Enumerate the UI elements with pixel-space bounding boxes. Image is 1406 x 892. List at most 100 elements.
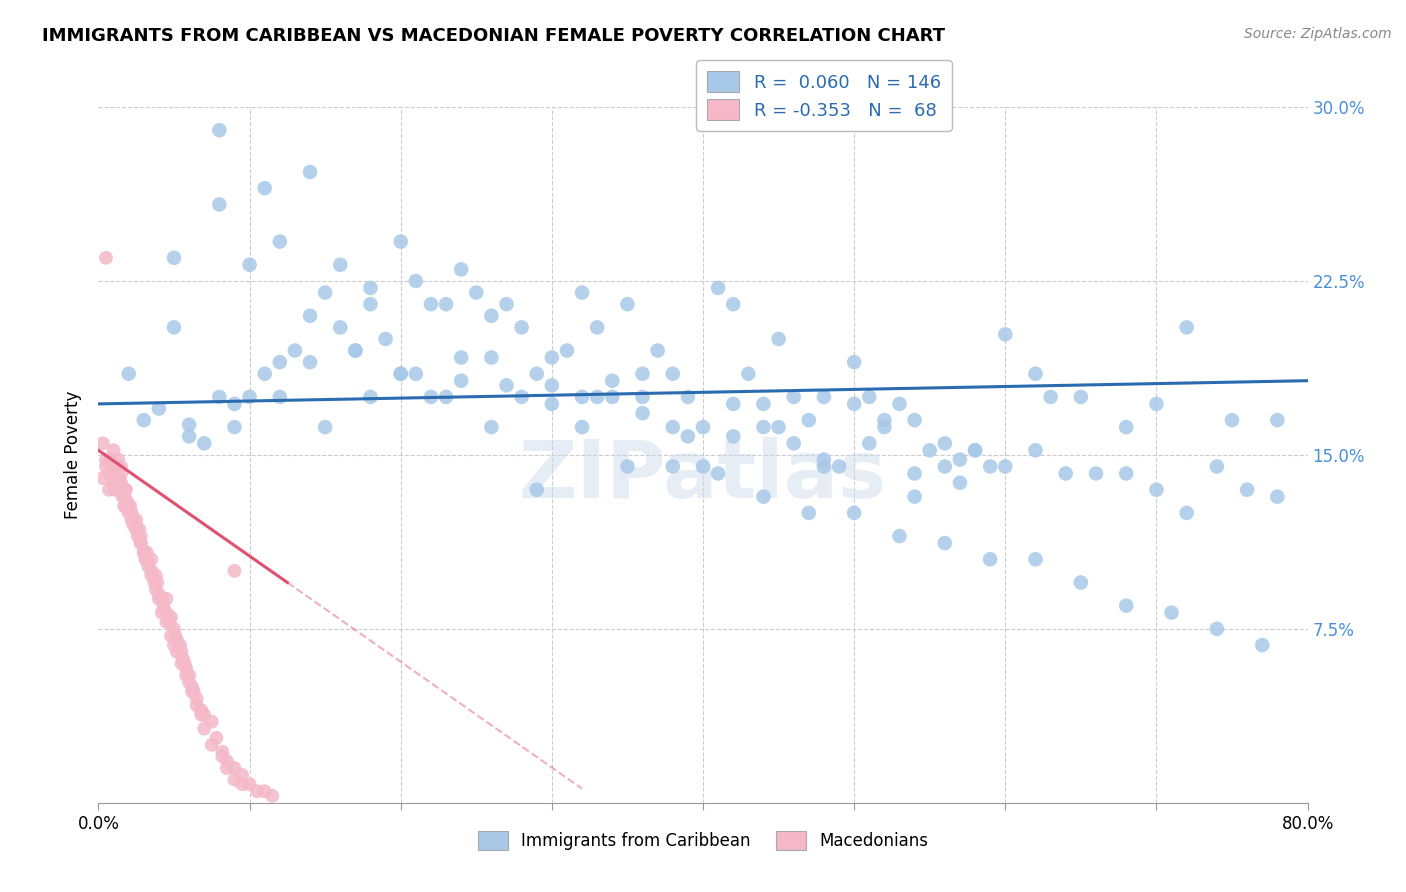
Point <box>269 355 291 369</box>
Point <box>299 309 322 323</box>
Point <box>495 297 517 311</box>
Point <box>159 615 181 629</box>
Point <box>118 506 141 520</box>
Point <box>858 436 880 450</box>
Point <box>107 452 129 467</box>
Point <box>586 320 609 334</box>
Point <box>692 420 714 434</box>
Point <box>1144 483 1167 497</box>
Point <box>299 165 322 179</box>
Point <box>181 684 204 698</box>
Point <box>107 483 129 497</box>
Point <box>481 309 503 323</box>
Point <box>179 675 201 690</box>
Point <box>145 568 167 582</box>
Point <box>918 443 941 458</box>
Point <box>224 772 246 787</box>
Point <box>224 564 246 578</box>
Point <box>215 761 238 775</box>
Point <box>135 545 157 559</box>
Point <box>224 761 246 775</box>
Point <box>129 529 152 543</box>
Point <box>434 297 457 311</box>
Point <box>465 285 488 300</box>
Point <box>160 629 183 643</box>
Point <box>150 591 173 606</box>
Point <box>155 591 177 606</box>
Point <box>405 367 427 381</box>
Point <box>299 355 322 369</box>
Point <box>132 545 155 559</box>
Text: ZIPatlas: ZIPatlas <box>519 437 887 515</box>
Point <box>155 606 177 620</box>
Point <box>934 459 956 474</box>
Point <box>152 599 174 613</box>
Point <box>118 367 141 381</box>
Point <box>828 459 851 474</box>
Point <box>239 390 262 404</box>
Point <box>1206 459 1229 474</box>
Point <box>1024 443 1046 458</box>
Point <box>631 406 654 420</box>
Point <box>602 374 624 388</box>
Point <box>224 397 246 411</box>
Point <box>169 638 191 652</box>
Point <box>136 559 159 574</box>
Point <box>125 522 148 536</box>
Point <box>112 499 135 513</box>
Point <box>1220 413 1243 427</box>
Point <box>540 351 562 365</box>
Point <box>94 459 117 474</box>
Point <box>170 645 193 659</box>
Point <box>163 622 186 636</box>
Point <box>208 123 231 137</box>
Point <box>112 490 135 504</box>
Point <box>125 522 148 536</box>
Point <box>495 378 517 392</box>
Point <box>389 367 412 381</box>
Point <box>420 297 443 311</box>
Point <box>389 235 412 249</box>
Point <box>166 645 188 659</box>
Point <box>616 297 638 311</box>
Point <box>813 390 835 404</box>
Point <box>360 281 382 295</box>
Point <box>889 397 911 411</box>
Point <box>211 745 233 759</box>
Point <box>844 355 866 369</box>
Point <box>165 629 187 643</box>
Point <box>873 420 896 434</box>
Point <box>141 568 163 582</box>
Point <box>94 452 117 467</box>
Point <box>858 390 880 404</box>
Point <box>103 471 125 485</box>
Point <box>450 351 472 365</box>
Point <box>360 390 382 404</box>
Point <box>661 420 683 434</box>
Point <box>1175 506 1198 520</box>
Point <box>676 429 699 443</box>
Point <box>183 684 205 698</box>
Point <box>1070 575 1092 590</box>
Point <box>1236 483 1258 497</box>
Point <box>844 506 866 520</box>
Point <box>132 413 155 427</box>
Point <box>631 390 654 404</box>
Point <box>269 235 291 249</box>
Point <box>190 703 212 717</box>
Point <box>904 467 927 481</box>
Point <box>934 436 956 450</box>
Point <box>163 320 186 334</box>
Point <box>269 390 291 404</box>
Point <box>481 420 503 434</box>
Point <box>934 536 956 550</box>
Legend: Immigrants from Caribbean, Macedonians: Immigrants from Caribbean, Macedonians <box>471 824 935 857</box>
Point <box>160 610 183 624</box>
Point <box>1206 622 1229 636</box>
Point <box>1115 467 1137 481</box>
Point <box>314 420 336 434</box>
Point <box>389 367 412 381</box>
Point <box>661 459 683 474</box>
Point <box>571 390 593 404</box>
Point <box>100 452 122 467</box>
